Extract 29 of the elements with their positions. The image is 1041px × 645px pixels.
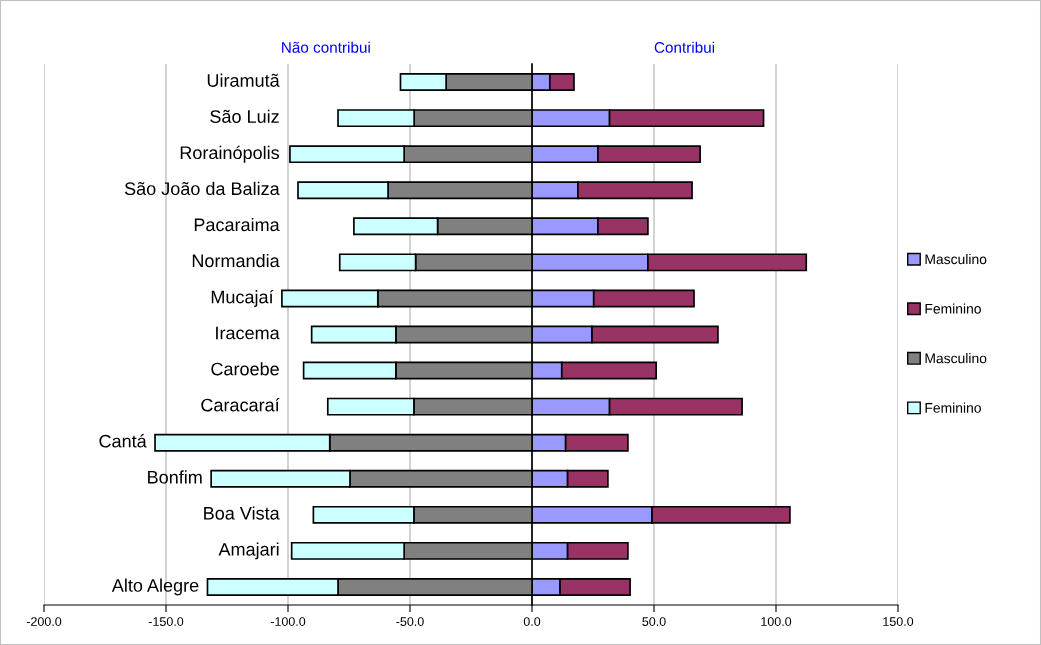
y-tick-label: Caracaraí (201, 398, 280, 412)
legend-label: Feminino (925, 402, 981, 413)
x-tick-label: -50.0 (396, 617, 424, 626)
legend-label: Masculino (925, 353, 987, 364)
x-tick-label: 50.0 (642, 617, 666, 626)
y-tick-label: Alto Alegre (111, 578, 199, 596)
y-tick-label: Rorainópolis (180, 145, 280, 163)
legend-label: Masculino (925, 253, 987, 265)
x-tick-label: -150.0 (148, 617, 184, 626)
y-tick-label: Normandia (192, 253, 280, 268)
y-tick-label: São João da Baliza (124, 181, 280, 196)
y-tick-label: Pacaraima (194, 217, 280, 232)
y-tick-label: Caroebe (211, 362, 279, 376)
legend-label: Feminino (925, 303, 981, 314)
y-tick-label: São Luiz (210, 109, 279, 123)
x-tick-label: -200.0 (26, 617, 62, 626)
text: Não contribui (282, 41, 370, 53)
y-tick-label: Uiramutã (207, 73, 280, 87)
y-tick-label: Amajari (218, 542, 279, 560)
x-tick-label: 0.0 (523, 617, 541, 626)
y-tick-label: Cantá (99, 434, 147, 448)
x-tick-label: -100.0 (270, 617, 306, 626)
y-tick-label: Boa Vista (204, 506, 280, 520)
y-tick-label: Bonfim (148, 470, 202, 484)
text: Contribui (654, 41, 715, 53)
x-tick-label: 150.0 (883, 617, 914, 626)
x-tick-label: 100.0 (761, 617, 792, 626)
y-tick-label: Mucajaí (211, 289, 274, 307)
y-tick-label: Iracema (216, 326, 280, 340)
